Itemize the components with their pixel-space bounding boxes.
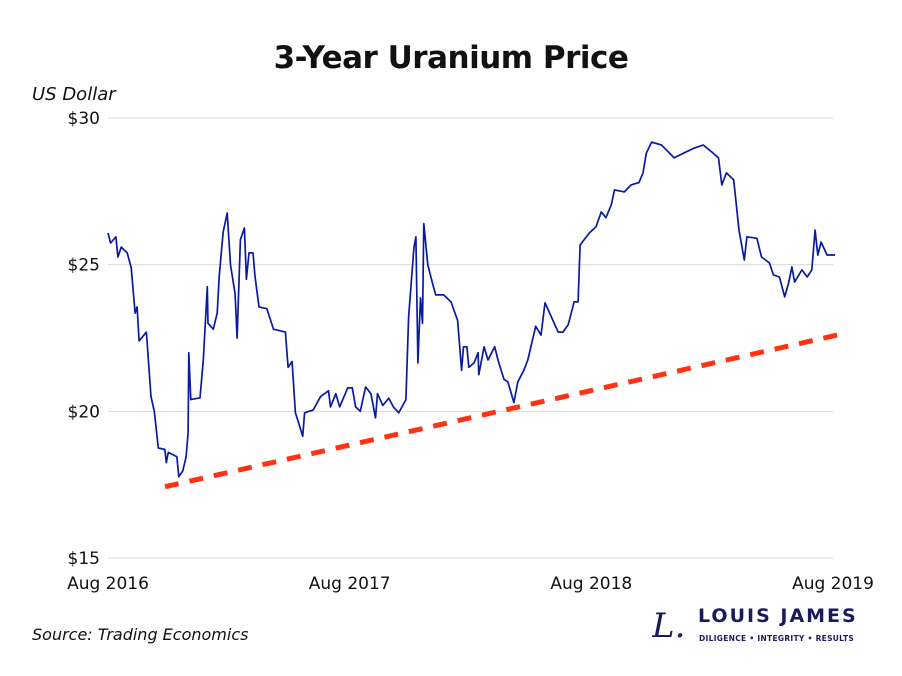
y-axis-label: US Dollar (32, 84, 116, 105)
x-tick-labels: Aug 2016 Aug 2017 Aug 2018 Aug 2019 (67, 574, 874, 594)
x-tick-label: Aug 2017 (309, 574, 391, 594)
series-line-uranium-price (107, 141, 835, 478)
source-note: Source: Trading Economics (32, 625, 249, 644)
logo-name: LOUIS JAMES (698, 605, 858, 627)
chart-title: 3-Year Uranium Price (273, 40, 629, 76)
y-tick-label: $15 (68, 549, 100, 569)
y-tick-label: $25 (68, 256, 100, 276)
logo-tagline: DILIGENCE • INTEGRITY • RESULTS (699, 634, 855, 643)
logo-mark-icon: L. (652, 606, 686, 646)
louis-james-logo: L. LOUIS JAMES DILIGENCE • INTEGRITY • R… (652, 604, 892, 648)
trendline (164, 330, 847, 490)
y-tick-label: $20 (68, 402, 100, 422)
x-tick-label: Aug 2018 (550, 574, 632, 594)
y-tick-label: $30 (68, 109, 100, 129)
gridlines (108, 117, 833, 559)
x-tick-label: Aug 2016 (67, 574, 149, 594)
y-tick-labels: $30 $25 $20 $15 (68, 109, 100, 569)
x-tick-label: Aug 2019 (792, 574, 874, 594)
